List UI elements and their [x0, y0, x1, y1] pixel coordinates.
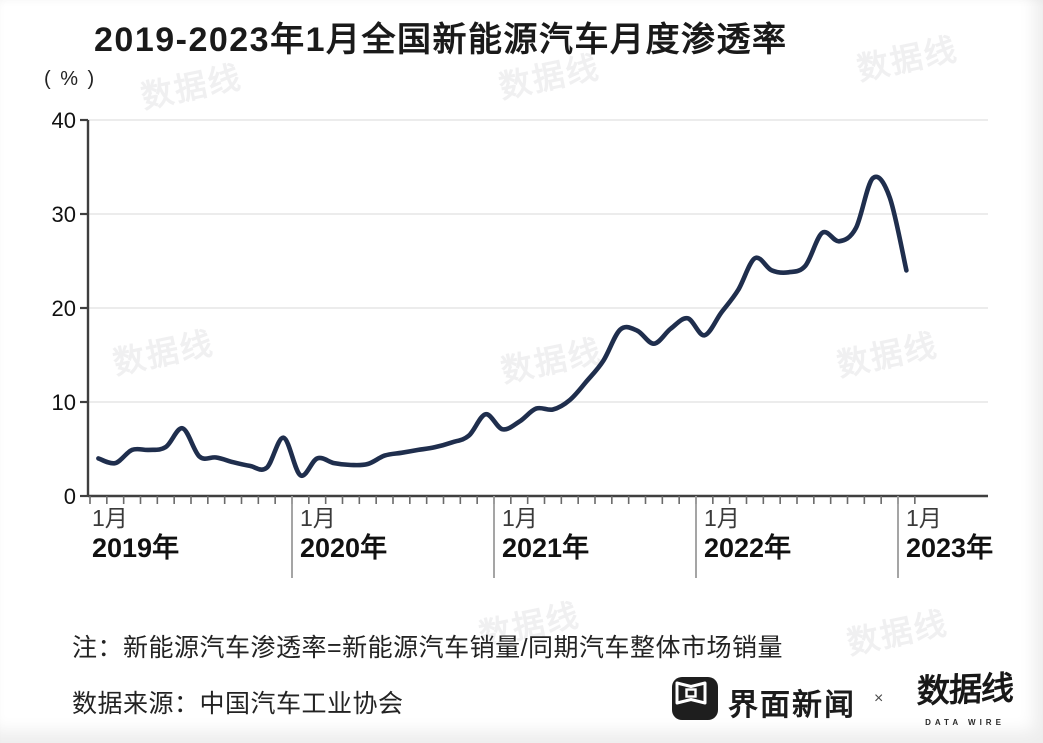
y-tick-label: 40	[51, 108, 76, 133]
y-tick-label: 30	[51, 202, 76, 227]
x-year-text: 2020年	[300, 533, 388, 563]
x-month-label: 1月	[906, 505, 942, 531]
y-tick-label: 10	[51, 390, 76, 415]
y-tick-label: 20	[51, 296, 76, 321]
jiemian-news-icon	[672, 677, 718, 720]
x-year-label: 1月 2022年	[704, 504, 791, 564]
x-month-label: 1月	[502, 505, 538, 531]
datawire-cn-wordmark: 数据线	[916, 669, 1014, 710]
jiemian-glyph	[675, 681, 707, 705]
branding-row: 界面新闻 × 数据线 DATA WIRE	[668, 660, 1028, 740]
y-axis-unit-label: ( % )	[44, 68, 97, 90]
footnote: 注：新能源汽车渗透率=新能源汽车销量/同期汽车整体市场销量	[72, 634, 784, 662]
x-year-text: 2023年	[906, 533, 994, 563]
x-year-label: 1月 2019年	[92, 504, 179, 564]
x-year-text: 2021年	[502, 533, 590, 563]
collab-x-separator: ×	[874, 690, 884, 707]
jiemian-news-wordmark: 界面新闻	[728, 689, 856, 722]
x-year-label: 1月 2023年	[906, 504, 993, 564]
penetration-rate-line	[96, 174, 909, 478]
x-year-text: 2022年	[704, 533, 792, 563]
data-source: 数据来源：中国汽车工业协会	[72, 690, 404, 718]
datawire-en-wordmark: DATA WIRE	[925, 718, 1005, 727]
x-year-label: 1月 2021年	[502, 504, 589, 564]
chart-title: 2019-2023年1月全国新能源汽车月度渗透率	[94, 21, 788, 59]
x-month-label: 1月	[300, 505, 336, 531]
x-year-label: 1月 2020年	[300, 504, 387, 564]
datawire-logo: 数据线 DATA WIRE	[906, 662, 1024, 727]
x-year-text: 2019年	[92, 533, 180, 563]
x-month-label: 1月	[704, 505, 740, 531]
y-tick-label: 0	[63, 484, 76, 509]
x-month-label: 1月	[92, 505, 128, 531]
